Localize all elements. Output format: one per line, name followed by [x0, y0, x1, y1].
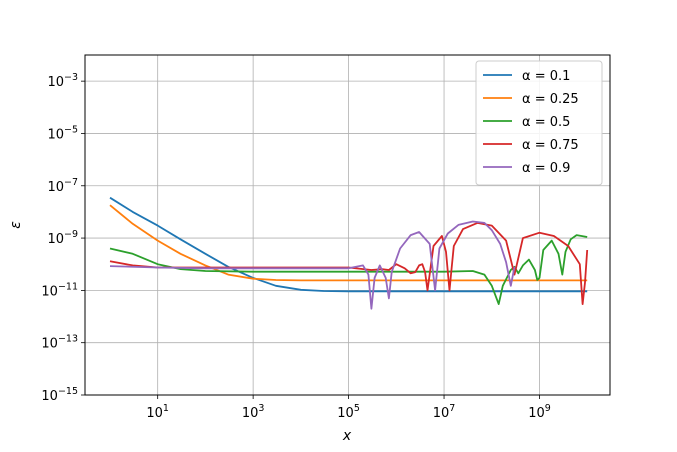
x-tick-label-base: 10 — [146, 406, 163, 421]
x-tick-label: 101 — [146, 403, 169, 421]
x-tick-label: 103 — [242, 403, 265, 421]
legend-label: α = 0.5 — [522, 115, 570, 130]
plot-frame — [84, 54, 611, 396]
y-tick-label-exponent: −13 — [58, 334, 78, 345]
y-tick-label-exponent: −7 — [64, 177, 78, 188]
y-tick-label: 10−7 — [47, 177, 78, 195]
y-tick-label: 10−13 — [41, 334, 78, 352]
y-tick-label-base: 10 — [47, 127, 64, 142]
y-tick-label: 10−15 — [41, 386, 78, 404]
x-tick-label-base: 10 — [242, 406, 259, 421]
x-tick-label-exponent: 9 — [545, 403, 551, 414]
x-tick-label: 109 — [528, 403, 551, 421]
legend-box — [475, 60, 603, 186]
x-tick-label-base: 10 — [528, 406, 545, 421]
y-tick-label-base: 10 — [47, 232, 64, 247]
y-tick-label-exponent: −15 — [58, 386, 78, 397]
legend-label: α = 0.25 — [522, 92, 579, 107]
series-line — [109, 234, 588, 306]
y-tick-label-exponent: −5 — [64, 124, 78, 135]
legend-label: α = 0.75 — [522, 138, 579, 153]
y-tick-label: 10−11 — [41, 281, 78, 299]
x-tick-label-exponent: 5 — [354, 403, 360, 414]
y-tick-label-base: 10 — [41, 389, 58, 404]
x-tick-label-exponent: 3 — [258, 403, 264, 414]
series-layer — [109, 196, 589, 310]
x-tick-label-base: 10 — [433, 406, 450, 421]
series-line — [109, 204, 588, 282]
x-tick-label-exponent: 7 — [449, 403, 455, 414]
legend: α = 0.1 α = 0.25 α = 0.5 α = 0.75 α = 0.9 — [475, 60, 603, 186]
y-tick-label-base: 10 — [41, 284, 58, 299]
x-tick-label: 105 — [337, 403, 360, 421]
y-tick-label: 10−9 — [47, 229, 78, 247]
x-tick-label-base: 10 — [337, 406, 354, 421]
legend-label: α = 0.1 — [522, 69, 570, 84]
y-tick-label-base: 10 — [41, 337, 58, 352]
y-tick-label-base: 10 — [47, 75, 64, 90]
legend-label: α = 0.9 — [522, 161, 570, 176]
y-tick-label: 10−5 — [47, 124, 78, 142]
x-tick-label-exponent: 1 — [163, 403, 169, 414]
series-line — [109, 196, 588, 293]
y-tick-label-base: 10 — [47, 180, 64, 195]
y-tick-label-exponent: −3 — [64, 72, 78, 83]
x-tick-label: 107 — [433, 403, 456, 421]
y-axis-label: ε — [8, 221, 24, 229]
y-tick-label-exponent: −11 — [58, 281, 78, 292]
y-tick-label-exponent: −9 — [64, 229, 78, 240]
y-tick-label: 10−3 — [47, 72, 78, 90]
x-axis-label: x — [342, 428, 352, 444]
x-axis: 101 103 105 107 109 — [146, 395, 551, 421]
series-line — [109, 220, 516, 310]
